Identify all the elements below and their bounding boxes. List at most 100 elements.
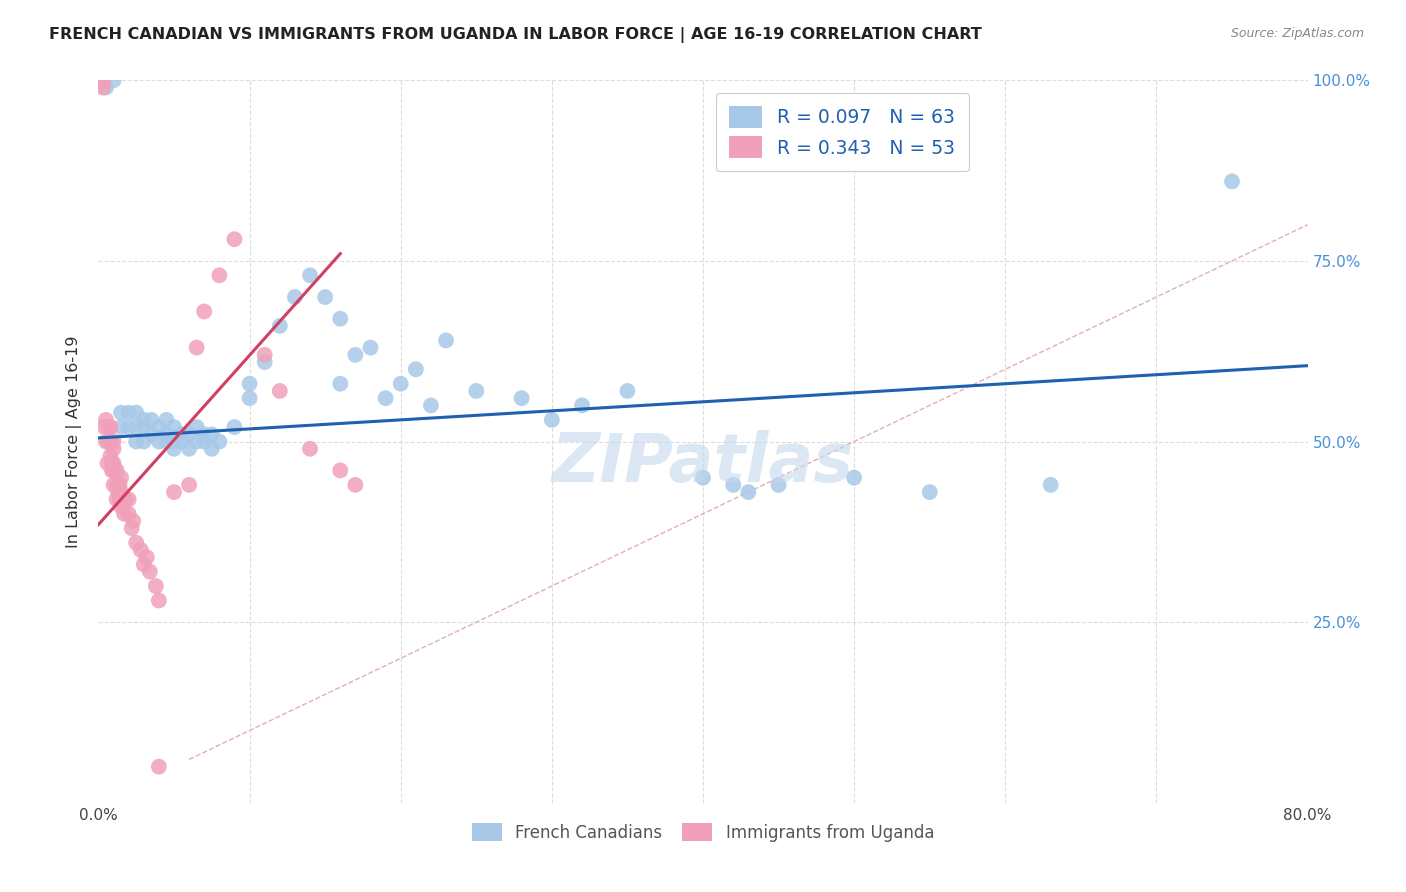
Point [193, 427, 215, 442]
Point [329, 463, 352, 477]
Point [510, 391, 533, 405]
Point [110, 500, 132, 514]
Point [179, 442, 201, 456]
Point [93, 420, 115, 434]
Point [96, 456, 118, 470]
Point [125, 406, 148, 420]
Point [107, 478, 129, 492]
Point [844, 470, 866, 484]
Point [148, 760, 170, 774]
Point [170, 434, 193, 449]
Point [918, 485, 941, 500]
Point [239, 376, 262, 391]
Point [163, 442, 186, 456]
Point [201, 442, 224, 456]
Y-axis label: In Labor Force | Age 16-19: In Labor Force | Age 16-19 [66, 335, 83, 548]
Point [208, 434, 231, 449]
Point [139, 565, 162, 579]
Point [129, 542, 152, 557]
Point [360, 341, 382, 355]
Point [122, 514, 145, 528]
Point [100, 434, 122, 449]
Point [768, 478, 790, 492]
Point [186, 341, 208, 355]
Point [329, 376, 352, 391]
Point [179, 478, 201, 492]
Point [571, 398, 593, 412]
Legend: French Canadians, Immigrants from Uganda: French Canadians, Immigrants from Uganda [465, 817, 941, 848]
Point [405, 362, 427, 376]
Point [103, 456, 125, 470]
Point [692, 470, 714, 484]
Point [107, 485, 129, 500]
Point [170, 427, 193, 442]
Point [314, 290, 336, 304]
Point [224, 232, 246, 246]
Point [94, 434, 117, 449]
Point [616, 384, 638, 398]
Point [108, 478, 131, 492]
Point [163, 434, 186, 449]
Point [141, 413, 163, 427]
Point [201, 427, 224, 442]
Point [148, 420, 170, 434]
Point [179, 427, 201, 442]
Point [141, 427, 163, 442]
Point [94, 80, 117, 95]
Point [101, 456, 124, 470]
Point [155, 427, 177, 442]
Point [105, 478, 128, 492]
Point [110, 485, 132, 500]
Point [148, 434, 170, 449]
Point [103, 73, 125, 87]
Point [91, 73, 114, 87]
Point [723, 478, 745, 492]
Point [374, 391, 396, 405]
Point [135, 550, 157, 565]
Point [114, 492, 136, 507]
Point [100, 420, 122, 434]
Point [329, 311, 352, 326]
Point [118, 507, 141, 521]
Point [208, 268, 231, 283]
Point [118, 492, 141, 507]
Point [108, 492, 131, 507]
Point [193, 434, 215, 449]
Point [186, 420, 208, 434]
Point [299, 268, 322, 283]
Point [118, 406, 141, 420]
Text: FRENCH CANADIAN VS IMMIGRANTS FROM UGANDA IN LABOR FORCE | AGE 16-19 CORRELATION: FRENCH CANADIAN VS IMMIGRANTS FROM UGAND… [49, 27, 981, 43]
Point [148, 593, 170, 607]
Point [125, 535, 148, 549]
Point [269, 318, 291, 333]
Point [269, 384, 291, 398]
Point [163, 420, 186, 434]
Point [101, 463, 124, 477]
Point [121, 521, 143, 535]
Point [155, 413, 177, 427]
Point [737, 485, 759, 500]
Point [125, 420, 148, 434]
Point [155, 434, 177, 449]
Point [118, 420, 141, 434]
Point [98, 434, 121, 449]
Point [1039, 478, 1062, 492]
Point [110, 470, 132, 484]
Point [112, 507, 135, 521]
Point [344, 478, 367, 492]
Point [344, 348, 367, 362]
Point [103, 463, 125, 477]
Point [103, 442, 125, 456]
Point [98, 420, 121, 434]
Point [132, 558, 155, 572]
Point [132, 434, 155, 449]
Point [284, 290, 307, 304]
Point [105, 492, 128, 507]
Point [103, 434, 125, 449]
Point [389, 376, 412, 391]
Point [299, 442, 322, 456]
Point [100, 449, 122, 463]
Point [540, 413, 562, 427]
Point [103, 478, 125, 492]
Point [224, 420, 246, 434]
